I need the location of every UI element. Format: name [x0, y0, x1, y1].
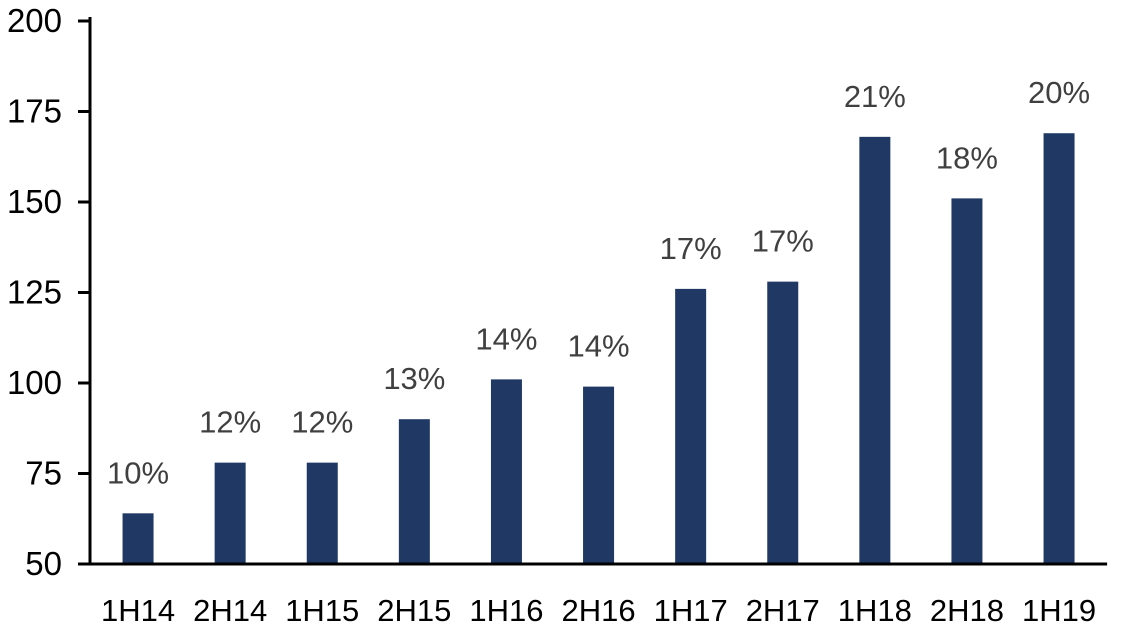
bar-value-label-1H14: 10% [107, 455, 169, 490]
y-tick-label-75: 75 [25, 455, 62, 492]
bar-value-label-1H16: 14% [475, 321, 537, 356]
bar-value-label-2H14: 12% [199, 405, 261, 440]
x-axis-label-1H19: 1H19 [1022, 593, 1096, 628]
bar-1H15 [306, 462, 338, 564]
bar-value-label-1H18: 21% [844, 79, 906, 114]
x-axis-label-1H16: 1H16 [469, 593, 543, 628]
y-tick-label-150: 150 [7, 183, 62, 220]
bar-1H17 [675, 288, 707, 564]
bar-2H14 [214, 462, 246, 564]
x-axis-label-1H17: 1H17 [654, 593, 728, 628]
bar-2H17 [767, 281, 799, 564]
y-axis-layer: 50 75 100 125 150 175 200 [7, 2, 92, 582]
bar-2H15 [398, 419, 430, 564]
x-axis-label-2H14: 2H14 [193, 593, 267, 628]
y-tick-label-200: 200 [7, 2, 62, 39]
y-tick-label-175: 175 [7, 93, 62, 130]
bar-value-label-1H17: 17% [660, 231, 722, 266]
bar-2H16 [583, 386, 615, 564]
y-tick-label-125: 125 [7, 274, 62, 311]
bar-1H14 [122, 513, 154, 564]
x-axis-label-2H17: 2H17 [746, 593, 820, 628]
bar-1H18 [859, 136, 891, 564]
x-axis-label-2H15: 2H15 [377, 593, 451, 628]
x-axis-label-2H18: 2H18 [930, 593, 1004, 628]
bar-value-label-2H18: 18% [936, 140, 998, 175]
bar-1H19 [1043, 133, 1075, 564]
bar-2H18 [951, 198, 983, 564]
bar-value-label-2H15: 13% [383, 361, 445, 396]
bars-layer: 10% 12% 12% 13% 14% 14% 17% 17% 21% 18% 20% [107, 75, 1090, 564]
bar-value-label-2H16: 14% [568, 329, 630, 364]
x-axis-label-1H18: 1H18 [838, 593, 912, 628]
x-axis-label-1H14: 1H14 [101, 593, 175, 628]
bar-value-label-2H17: 17% [752, 224, 814, 259]
x-axis-layer: 1H14 2H14 1H15 2H15 1H16 2H16 1H17 2H17 1H18 2H18… [88, 562, 1108, 628]
x-axis-label-1H15: 1H15 [285, 593, 359, 628]
bar-1H16 [490, 379, 522, 564]
y-tick-label-50: 50 [25, 545, 62, 582]
bar-value-label-1H19: 20% [1028, 75, 1090, 110]
y-tick-label-100: 100 [7, 364, 62, 401]
x-axis-label-2H16: 2H16 [561, 593, 635, 628]
bar-value-label-1H15: 12% [291, 405, 353, 440]
